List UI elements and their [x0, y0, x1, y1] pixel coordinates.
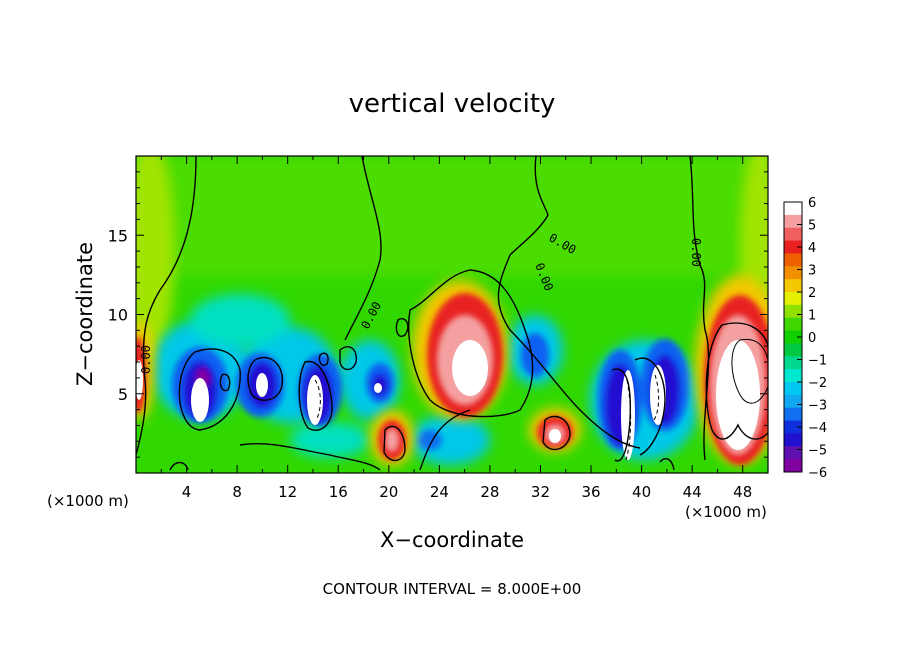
- colorbar-swatch: [784, 227, 802, 242]
- colorbar-swatch: [784, 253, 802, 267]
- colorbar-swatch: [784, 343, 802, 357]
- colorbar-tick-label: 3: [808, 264, 816, 279]
- x-tick-label: 16: [329, 483, 348, 501]
- x-unit-right: (×1000 m): [685, 503, 767, 521]
- colorbar-swatch: [784, 407, 802, 422]
- x-tick-label: 36: [581, 483, 600, 501]
- colorbar-tick-label: −3: [808, 399, 827, 414]
- x-tick-label: 20: [379, 483, 398, 501]
- x-tick-label: 8: [232, 483, 242, 501]
- colorbar-tick-label: −6: [808, 466, 827, 481]
- colorbar-swatch: [784, 420, 802, 434]
- x-axis: 4 8 12 16 20 24 28 32 36 40 44 48: [160, 156, 752, 501]
- colorbar-swatch: [784, 202, 802, 216]
- colorbar: 6 5 4 3 2 1 0 −1 −2 −3 −4 −5 −6: [783, 196, 827, 481]
- x-tick-label: 32: [531, 483, 550, 501]
- x-tick-label: 12: [278, 483, 297, 501]
- y-axis-label: Z−coordinate: [73, 242, 97, 386]
- y-tick-label: 10: [108, 306, 128, 325]
- x-tick-label: 40: [632, 483, 651, 501]
- colorbar-swatch: [784, 446, 802, 460]
- colorbar-swatch: [784, 304, 802, 319]
- colorbar-swatch: [784, 240, 802, 254]
- colorbar-tick-label: 6: [808, 196, 816, 211]
- colorbar-swatch: [784, 214, 802, 229]
- colorbar-swatch: [784, 356, 802, 370]
- colorbar-swatch: [784, 292, 802, 306]
- y-axis: 5 10 15: [108, 171, 768, 458]
- colorbar-tick-label: −4: [808, 421, 827, 436]
- colorbar-swatch: [784, 317, 802, 332]
- colorbar-tick-label: −5: [808, 444, 827, 459]
- colorbar-swatch: [784, 459, 802, 473]
- colorbar-tick-label: −2: [808, 376, 827, 391]
- y-tick-label: 15: [108, 226, 128, 245]
- colorbar-tick-label: 1: [808, 309, 816, 324]
- chart-title: vertical velocity: [349, 89, 556, 119]
- contour-interval-note: CONTOUR INTERVAL = 8.000E+00: [323, 580, 582, 598]
- colorbar-tick-label: 2: [808, 286, 816, 301]
- colorbar-swatch: [784, 266, 802, 280]
- x-tick-label: 28: [480, 483, 499, 501]
- plot-area: 0.00 0.00 0.00 0.00 0.00: [136, 156, 768, 473]
- x-tick-label: 24: [430, 483, 449, 501]
- x-axis-label: X−coordinate: [380, 528, 524, 552]
- colorbar-swatch: [784, 394, 802, 409]
- colorbar-tick-label: 4: [808, 241, 816, 256]
- colorbar-swatch: [784, 279, 802, 293]
- colorbar-tick-label: 0: [808, 331, 816, 346]
- x-tick-label: 4: [182, 483, 192, 501]
- colorbar-swatch: [784, 433, 802, 447]
- y-tick-label: 5: [118, 385, 128, 404]
- colorbar-swatch: [784, 330, 802, 344]
- colorbar-tick-label: 5: [808, 219, 816, 234]
- x-tick-label: 44: [683, 483, 702, 501]
- contour-label: 0.00: [139, 345, 153, 374]
- colorbar-tick-label: −1: [808, 354, 827, 369]
- x-unit-left: (×1000 m): [47, 492, 129, 510]
- colorbar-swatch: [784, 382, 802, 396]
- contour-label: 0.00: [689, 238, 703, 267]
- x-tick-label: 48: [733, 483, 752, 501]
- colorbar-swatch: [784, 369, 802, 383]
